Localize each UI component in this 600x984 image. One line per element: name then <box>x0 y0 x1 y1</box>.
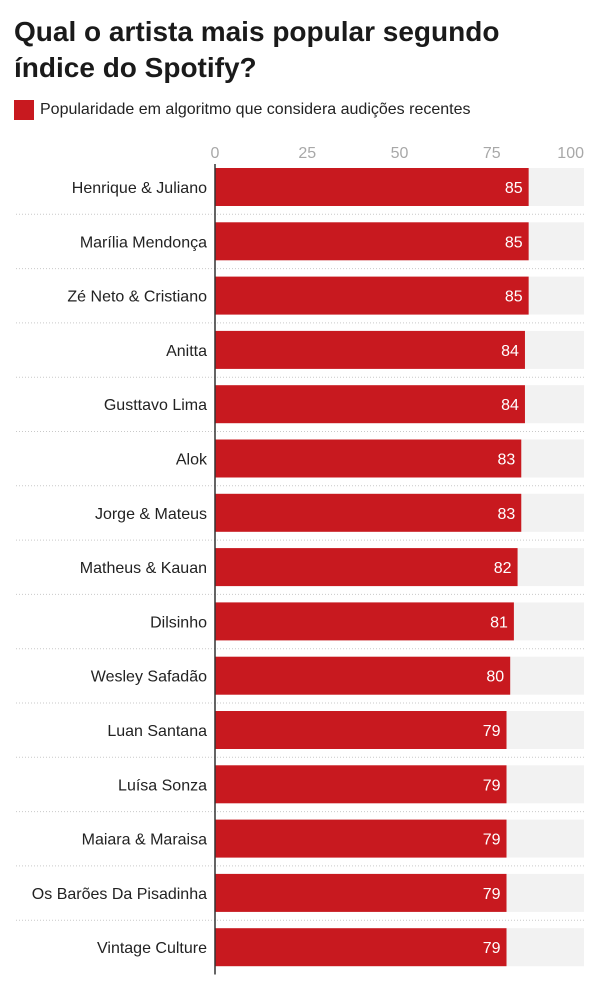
bar <box>215 602 514 641</box>
category-label: Gusttavo Lima <box>104 397 207 414</box>
category-label: Zé Neto & Cristiano <box>67 289 207 306</box>
value-label: 84 <box>501 397 519 414</box>
value-label: 85 <box>505 234 523 251</box>
x-tick-label: 50 <box>391 145 409 162</box>
bar <box>215 168 529 206</box>
bar <box>215 548 518 587</box>
category-label: Jorge & Mateus <box>95 506 207 523</box>
bar <box>215 711 507 749</box>
value-label: 85 <box>505 289 523 306</box>
value-label: 83 <box>497 506 515 523</box>
bar <box>215 873 507 912</box>
value-label: 80 <box>486 669 504 686</box>
value-label: 79 <box>483 723 501 740</box>
x-tick-label: 0 <box>211 145 220 162</box>
category-label: Anitta <box>166 343 207 360</box>
bar <box>215 385 525 424</box>
bar <box>215 656 511 695</box>
value-label: 83 <box>497 452 515 469</box>
category-label: Luan Santana <box>107 723 207 740</box>
x-tick-label: 75 <box>483 145 501 162</box>
category-label: Henrique & Juliano <box>72 180 207 197</box>
category-label: Luísa Sonza <box>118 777 207 794</box>
category-label: Maiara & Maraisa <box>82 832 207 849</box>
chart-title: Qual o artista mais popular segundo índi… <box>14 16 500 83</box>
value-label: 84 <box>501 343 519 360</box>
x-tick-label: 100 <box>557 145 584 162</box>
value-label: 81 <box>490 614 508 631</box>
category-label: Dilsinho <box>150 614 207 631</box>
category-label: Os Barões Da Pisadinha <box>32 886 207 903</box>
value-label: 79 <box>483 832 501 849</box>
bar <box>215 765 507 804</box>
category-label: Wesley Safadão <box>91 669 207 686</box>
bar <box>215 493 522 532</box>
value-label: 79 <box>483 940 501 957</box>
bar <box>215 439 522 478</box>
bar <box>215 330 525 369</box>
category-label: Alok <box>176 452 208 469</box>
legend: Popularidade em algoritmo que considera … <box>14 100 470 120</box>
bar <box>215 222 529 261</box>
value-label: 79 <box>483 886 501 903</box>
x-tick-label: 25 <box>298 145 316 162</box>
category-label: Matheus & Kauan <box>80 560 207 577</box>
legend-label: Popularidade em algoritmo que considera … <box>40 101 471 118</box>
bar <box>215 928 507 967</box>
value-label: 79 <box>483 777 501 794</box>
value-label: 85 <box>505 180 523 197</box>
legend-swatch <box>14 100 34 120</box>
bar <box>215 276 529 315</box>
category-label: Marília Mendonça <box>80 234 207 251</box>
bar <box>215 819 507 858</box>
value-label: 82 <box>494 560 512 577</box>
category-label: Vintage Culture <box>97 940 207 957</box>
